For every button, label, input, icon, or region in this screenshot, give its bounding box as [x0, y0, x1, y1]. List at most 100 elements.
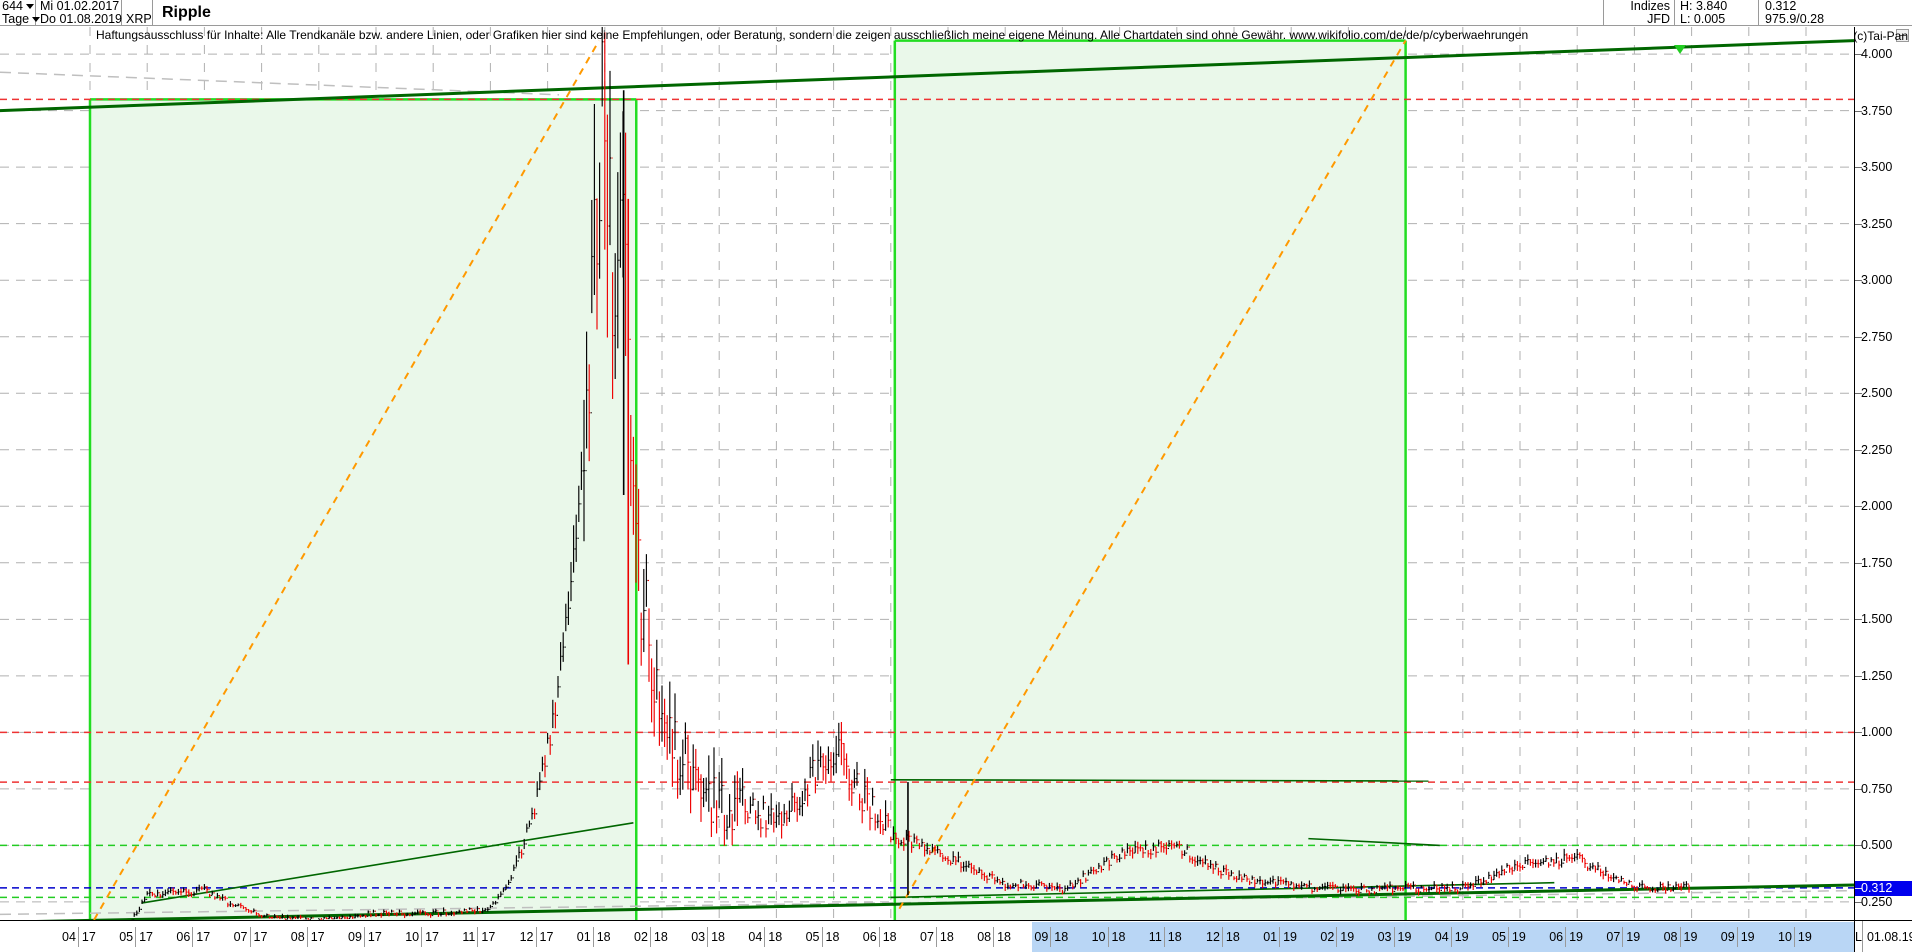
price-axis-tick: –0.750: [1855, 781, 1893, 796]
price-axis-tick: –1.500: [1855, 612, 1893, 627]
tick-month: 08: [977, 930, 992, 944]
current-price-tag: –0.312: [1855, 880, 1912, 896]
tick-year: 17: [477, 927, 495, 947]
tick-month: 12: [1206, 930, 1220, 944]
time-axis-tick: 08 17: [291, 927, 325, 947]
price-axis-tick: –2.000: [1855, 499, 1893, 514]
green-trend-2017: [141, 821, 634, 904]
tick-year: 18: [1050, 927, 1068, 947]
time-axis-tick: 05 19: [1492, 927, 1526, 947]
green-channel-lower: [36, 883, 1854, 920]
tick-month: 02: [634, 930, 648, 944]
period-high: H: 3.840: [1680, 0, 1728, 14]
time-axis-tick: 02 19: [1320, 927, 1354, 947]
tick-month: 05: [805, 930, 820, 944]
tick-year: 18: [649, 927, 668, 947]
tick-year: 17: [535, 927, 553, 947]
green-trend-2019-upper: [890, 779, 1429, 782]
tick-year: 19: [1565, 927, 1583, 947]
chevron-down-icon[interactable]: [32, 17, 41, 22]
tick-month: 09: [348, 930, 362, 944]
time-axis-tick: 03 19: [1377, 927, 1411, 947]
tick-month: 06: [862, 930, 877, 944]
source-label: Indizes: [1630, 0, 1670, 14]
tick-month: 01: [576, 930, 591, 944]
tick-year: 18: [1163, 927, 1182, 947]
tick-year: 17: [77, 927, 96, 947]
tick-year: 18: [707, 927, 725, 947]
tick-year: 17: [135, 927, 153, 947]
time-axis-tick: 07 19: [1606, 927, 1640, 947]
time-axis-tick: 06 18: [863, 927, 897, 947]
zone-2017-fill: [90, 99, 637, 920]
tick-month: 06: [1549, 930, 1564, 944]
tick-year: 19: [1507, 927, 1526, 947]
top-marker-triangle: [1674, 45, 1686, 54]
price-axis-tick: –3.500: [1855, 160, 1893, 175]
tick-year: 19: [1279, 927, 1297, 947]
cursor-mode-label: L: [1855, 921, 1863, 952]
tick-year: 18: [821, 927, 839, 947]
collapse-icon[interactable]: [1896, 29, 1909, 42]
tick-month: 10: [1091, 930, 1106, 944]
time-axis[interactable]: 04 17 05 17 06 17 07 17 08 17 09 17 10 17 11 17 12 17 01 18…: [0, 920, 1854, 952]
price-axis-tick: –0.500: [1855, 838, 1893, 853]
time-axis-tick: 05 17: [119, 927, 153, 947]
tick-month: 06: [176, 930, 191, 944]
chevron-down-icon[interactable]: [26, 4, 34, 9]
time-axis-tick: 12 18: [1206, 927, 1240, 947]
time-axis-tick: 04 19: [1435, 927, 1469, 947]
tick-month: 02: [1320, 930, 1335, 944]
time-axis-tick: 10 17: [405, 927, 439, 947]
price-axis-tick: –2.500: [1855, 386, 1893, 401]
tick-year: 17: [421, 927, 439, 947]
time-axis-tick: 12 17: [520, 927, 553, 947]
time-axis-tick: 07 18: [920, 927, 954, 947]
date-range-display[interactable]: Mi 01.02.2017 Do 01.08.2019: [37, 0, 122, 26]
tick-month: 05: [1492, 930, 1506, 944]
cursor-readout: L 01.08.19: [1854, 920, 1912, 952]
tick-month: 09: [1720, 930, 1735, 944]
tick-year: 18: [592, 927, 611, 947]
time-axis-tick: 08 18: [977, 927, 1011, 947]
tick-month: 03: [1377, 930, 1392, 944]
tick-year: 19: [1622, 927, 1640, 947]
tick-year: 18: [1221, 927, 1240, 947]
volume-spread: 975.9/0.28: [1765, 12, 1825, 27]
price-axis-tick: –1.250: [1855, 668, 1893, 683]
source-provider: JFD: [1647, 12, 1670, 27]
time-axis-tick: 10 18: [1091, 927, 1125, 947]
time-axis-tick: 06 17: [176, 927, 210, 947]
tick-month: 08: [1663, 930, 1678, 944]
tick-month: 05: [119, 930, 134, 944]
time-axis-highlight-band: [1032, 922, 1854, 952]
tick-year: 18: [764, 927, 782, 947]
tick-month: 03: [691, 930, 706, 944]
symbol-ticker: XRP: [126, 12, 152, 27]
time-axis-tick: 09 19: [1721, 927, 1755, 947]
chart-plot-area[interactable]: [0, 27, 1854, 920]
green-channel-upper: [0, 39, 1854, 113]
tick-year: 19: [1393, 927, 1411, 947]
tick-year: 19: [1679, 927, 1697, 947]
tick-month: 04: [62, 930, 76, 944]
time-axis-tick: 06 19: [1549, 927, 1583, 947]
tick-month: 07: [1606, 930, 1621, 944]
tick-month: 11: [1148, 930, 1162, 944]
data-source-display: Indizes JFD: [1603, 0, 1675, 26]
price-axis-tick: –2.750: [1855, 329, 1893, 344]
bar-count-selector[interactable]: 644 Tage: [0, 0, 41, 26]
tick-year: 18: [993, 927, 1011, 947]
tick-year: 17: [192, 927, 210, 947]
time-axis-tick: 04 17: [62, 927, 96, 947]
symbol-display[interactable]: XRP: [123, 0, 153, 26]
time-axis-tick: 02 18: [634, 927, 668, 947]
price-axis[interactable]: –4.000 –3.750 –3.500 –3.250 –3.000 –2.750 –2.5…: [1854, 27, 1912, 920]
page-title: Ripple: [162, 4, 211, 21]
price-axis-tick: –4.000: [1855, 47, 1893, 62]
date-to: Do 01.08.2019: [40, 12, 123, 27]
tick-year: 17: [249, 927, 267, 947]
price-axis-tick: –0.250: [1855, 894, 1893, 909]
tick-month: 11: [462, 930, 476, 944]
tick-year: 18: [878, 927, 897, 947]
